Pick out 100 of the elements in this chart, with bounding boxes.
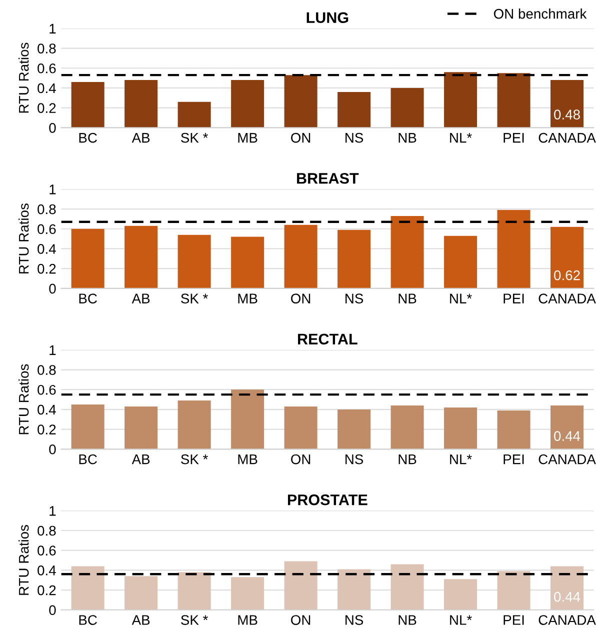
x-tick-label: MB <box>238 454 258 464</box>
y-tick-label: 0.8 <box>38 365 56 375</box>
x-tick-label: NB <box>398 615 416 625</box>
data-label: 0.62 <box>554 270 580 280</box>
x-tick-label: MB <box>238 615 258 625</box>
y-tick-label: 0.8 <box>38 204 56 214</box>
x-tick-label: MB <box>238 294 258 304</box>
y-tick-label: 0 <box>49 605 56 616</box>
y-tick-label: 0.4 <box>38 83 56 94</box>
x-tick-label: NS <box>346 294 364 304</box>
y-tick-label: 0.2 <box>38 264 56 274</box>
y-axis-title: RTU Ratios <box>18 525 29 595</box>
x-tick-label: NS <box>346 615 364 625</box>
x-tick-label: BC <box>79 454 97 464</box>
x-tick-label: NB <box>398 454 416 464</box>
bar <box>550 80 584 128</box>
bar <box>444 579 478 610</box>
bar <box>71 228 104 288</box>
bar <box>338 230 371 288</box>
y-tick-label: 0.2 <box>38 585 56 596</box>
chart-title: LUNG <box>306 12 348 24</box>
y-axis-title: RTU Ratios <box>18 364 29 434</box>
x-tick-label: ON <box>291 454 310 464</box>
y-tick-label: 0.4 <box>38 244 56 254</box>
bar <box>178 400 211 450</box>
x-tick-label: NS <box>346 454 364 464</box>
x-tick-label: AB <box>132 133 150 143</box>
x-tick-label: BC <box>79 132 97 143</box>
y-tick-label: 0.6 <box>38 546 56 556</box>
chart-title: BREAST <box>297 172 359 184</box>
x-tick-label: ON <box>291 615 310 625</box>
bar <box>444 407 478 450</box>
y-tick-label: 1 <box>50 506 56 516</box>
bar <box>390 216 424 288</box>
bar <box>178 572 211 610</box>
y-tick-label: 0.6 <box>38 224 56 234</box>
bar <box>231 577 264 610</box>
x-tick-label: PEI <box>504 454 524 464</box>
x-tick-label: NS <box>346 132 364 143</box>
bar <box>124 576 158 610</box>
data-label: 0.44 <box>554 592 580 602</box>
x-tick-label: NL* <box>450 615 472 625</box>
y-tick-label: 0.8 <box>38 44 56 54</box>
bar <box>178 102 211 128</box>
bar <box>124 226 158 288</box>
bar <box>497 410 530 450</box>
x-tick-label: SK * <box>181 615 208 625</box>
bar <box>550 226 584 288</box>
x-tick-label: CANADA <box>538 132 596 143</box>
y-tick-label: 0.4 <box>38 566 56 576</box>
x-tick-label: BC <box>79 615 97 625</box>
bar <box>390 405 424 450</box>
y-tick-label: 0.2 <box>38 103 56 113</box>
y-tick-label: 1 <box>50 24 56 34</box>
x-tick-label: MB <box>238 133 258 143</box>
y-tick-label: 0 <box>49 444 56 454</box>
bar <box>444 72 478 128</box>
y-tick-label: 0 <box>49 284 56 294</box>
y-tick-label: 1 <box>50 345 56 355</box>
y-tick-label: 0.6 <box>38 384 56 395</box>
x-tick-label: PEI <box>504 615 524 625</box>
x-tick-label: NL* <box>450 133 472 143</box>
bar <box>338 569 371 610</box>
x-tick-label: ON <box>291 132 310 143</box>
x-tick-label: CANADA <box>538 294 596 304</box>
x-tick-label: AB <box>132 454 150 464</box>
y-tick-label: 0.4 <box>38 404 56 415</box>
legend-label: ON benchmark <box>494 8 587 19</box>
bar <box>497 210 530 288</box>
y-tick-label: 0.8 <box>38 526 56 536</box>
x-tick-label: AB <box>132 294 150 304</box>
x-tick-label: SK * <box>181 132 208 143</box>
y-axis-title: RTU Ratios <box>18 42 29 113</box>
x-tick-label: NB <box>398 133 416 143</box>
bar <box>284 561 318 610</box>
bar <box>178 234 211 288</box>
x-tick-label: AB <box>132 615 150 625</box>
bar <box>390 564 424 610</box>
bar <box>71 566 104 610</box>
y-tick-label: 0.6 <box>38 63 56 74</box>
x-tick-label: CANADA <box>538 454 596 464</box>
x-tick-label: ON <box>291 294 310 304</box>
x-tick-label: NL* <box>450 454 472 464</box>
x-tick-label: PEI <box>504 294 524 304</box>
bar <box>231 236 264 288</box>
bar <box>497 571 530 610</box>
bar <box>284 224 318 288</box>
bar <box>124 406 158 450</box>
x-tick-label: CANADA <box>538 615 596 625</box>
bar <box>71 82 104 128</box>
bar <box>284 406 318 450</box>
bar <box>231 390 264 450</box>
x-tick-label: SK * <box>181 294 208 304</box>
bar <box>284 75 318 128</box>
bar <box>231 80 264 128</box>
x-tick-label: PEI <box>504 133 524 143</box>
bar <box>444 236 478 288</box>
bar <box>390 88 424 128</box>
data-label: 0.48 <box>554 110 580 120</box>
chart-title: RECTAL <box>298 334 358 345</box>
